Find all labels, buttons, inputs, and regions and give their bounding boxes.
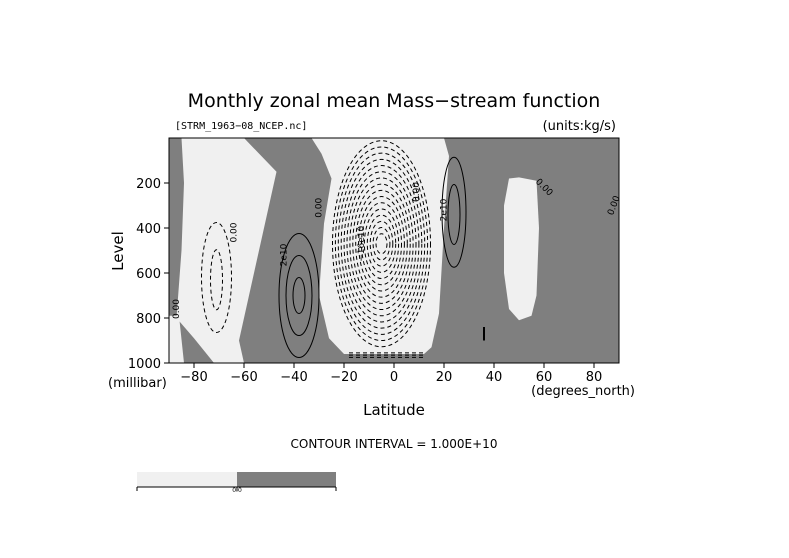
x-axis-ticks: −80 −60 −40 −20 0 20 40 60 80 [180,363,602,385]
contour-t-neg-5 [343,165,420,323]
contour-lines [201,140,485,358]
file-label: [STRM_1963−08_NCEP.nc] [175,121,307,132]
x-tick-label-4: 0 [390,370,398,385]
contour-label-1: 0.00 [230,222,240,242]
y-axis-unit: (millibar) [108,376,167,391]
colorbar-negative-swatch [137,472,237,487]
x-tick-label-1: −60 [230,370,257,385]
contour-s-pos-2 [285,255,313,336]
x-tick-label-5: 20 [436,370,453,385]
contour-label-8: 2e10 [440,198,450,221]
contour-t-neg-1 [332,140,431,348]
negative-region-1 [176,138,277,363]
y-tick-label-1: 400 [136,222,161,237]
y-axis-label: Level [109,231,127,271]
negative-region-4 [504,177,539,321]
x-axis-unit: (degrees_north) [531,384,635,399]
contour-hl-neg-1 [201,222,232,333]
contour-s-pos-1 [278,233,320,358]
colorbar: 0.0 [136,472,337,494]
contour-label-6: 0.00 [412,182,422,202]
contour-interval-label: CONTOUR INTERVAL = 1.000E+10 [291,437,498,451]
negative-region-2 [169,315,184,363]
x-tick-label-6: 40 [486,370,503,385]
colorbar-zero-label: 0.0 [232,487,242,494]
contour-n-pos-1 [441,156,467,268]
contour-label-2: 0.00 [172,299,182,319]
contour-t-neg-14 [369,220,394,267]
x-axis-label: Latitude [363,401,425,419]
contour-t-neg-2 [334,146,429,342]
contour-t-neg-9 [355,189,408,298]
contour-label-9: −16e10 [357,225,367,261]
units-label: (units:kg/s) [543,119,616,134]
contour-label-3: 0.00 [315,197,325,217]
x-tick-label-7: 60 [536,370,553,385]
contour-t-neg-12 [363,208,400,280]
y-tick-label-0: 200 [136,177,161,192]
contour-t-neg-13 [366,214,397,273]
colorbar-positive-swatch [237,472,336,487]
x-tick-label-3: −20 [330,370,357,385]
y-axis-ticks: 200 400 600 800 1000 [128,177,169,372]
contour-t-neg-16 [375,233,388,255]
contour-t-neg-6 [346,171,417,317]
chart-title: Monthly zonal mean Mass−stream function [188,90,601,112]
contour-t-neg-15 [372,227,391,261]
contour-t-neg-10 [358,196,405,292]
contour-t-neg-7 [349,177,414,311]
contour-s-pos-3 [292,277,306,314]
contour-label-7: 2e10 [280,243,290,266]
plot-area [169,138,619,363]
x-tick-label-2: −40 [280,370,307,385]
contour-t-neg-8 [352,183,411,304]
y-tick-label-4: 1000 [128,357,161,372]
contour-hl-neg-2 [210,249,223,311]
y-tick-label-3: 800 [136,312,161,327]
x-tick-label-8: 80 [586,370,603,385]
contour-t-neg-3 [337,152,426,335]
contour-t-neg-4 [340,158,423,329]
contour-t-neg-11 [361,202,402,286]
x-tick-label-0: −80 [180,370,207,385]
y-tick-label-2: 600 [136,267,161,282]
contour-n-pos-2 [447,184,461,245]
